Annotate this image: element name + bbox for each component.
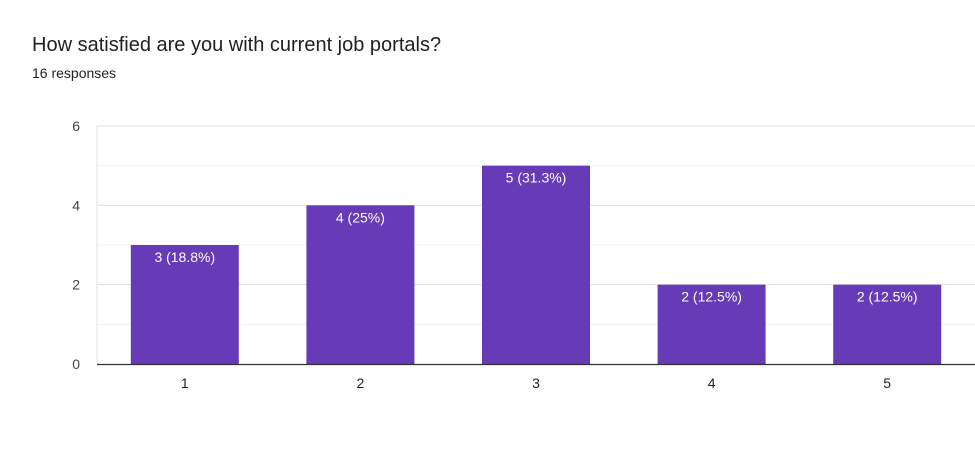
bar [130, 245, 239, 364]
bar [833, 284, 942, 364]
y-tick-label: 6 [72, 118, 80, 134]
y-tick-label: 4 [72, 197, 80, 213]
y-tick-label: 0 [72, 356, 80, 372]
x-axis-ticks: 1 2 3 4 5 [181, 375, 891, 391]
bars [130, 165, 942, 364]
bar [306, 205, 415, 364]
data-labels: 3 (18.8%) 4 (25%) 5 (31.3%) 2 (12.5%) 2 (12.… [154, 170, 917, 305]
x-tick-label: 1 [181, 375, 189, 391]
grid-lines [96, 125, 975, 364]
chart-title: How satisfied are you with current job p… [32, 34, 442, 56]
y-axis-ticks: 0 2 4 6 [72, 118, 80, 372]
bar [657, 284, 766, 364]
x-tick-label: 2 [357, 375, 365, 391]
bar-data-label: 4 (25%) [336, 209, 385, 225]
bar-data-label: 3 (18.8%) [154, 249, 215, 265]
x-tick-label: 5 [883, 375, 891, 391]
response-count: 16 responses [32, 65, 117, 81]
bar-data-label: 2 (12.5%) [681, 289, 742, 305]
x-tick-label: 3 [532, 375, 540, 391]
bar-data-label: 5 (31.3%) [506, 170, 567, 186]
bar-data-label: 2 (12.5%) [857, 289, 918, 305]
y-tick-label: 2 [72, 277, 80, 293]
x-tick-label: 4 [708, 375, 716, 391]
bar [482, 165, 590, 364]
